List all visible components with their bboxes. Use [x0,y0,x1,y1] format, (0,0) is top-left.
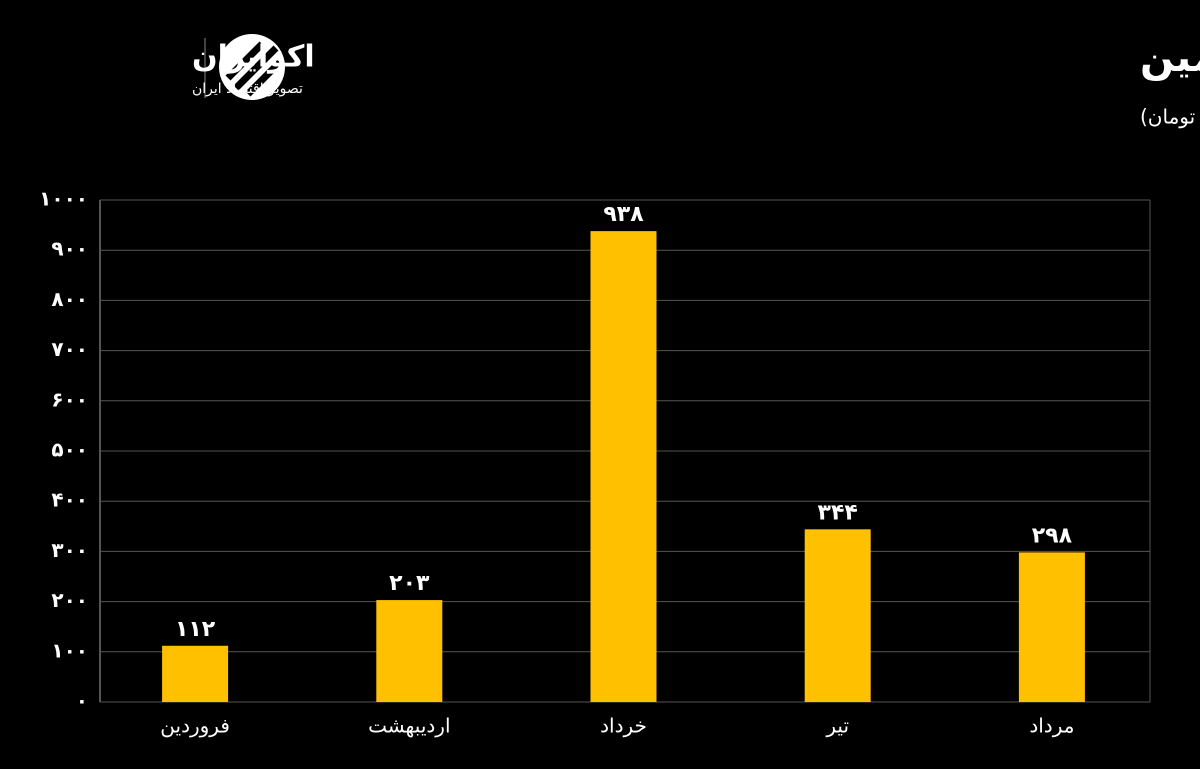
y-tick-label: ۴۰۰ [51,488,88,512]
x-tick-label: تیر [825,714,849,738]
y-tick-label: ۷۰۰ [51,337,88,361]
logo-icon [219,34,285,100]
x-tick-label: خرداد [600,714,647,738]
y-tick-label: ۲۰۰ [51,588,88,612]
chart-subtitle: (واحد: میلیارد تومان) [1140,105,1200,129]
bar [804,529,871,702]
bar [590,231,657,702]
brand-tagline: تصویر اقتصاد ایران [192,81,303,97]
value-label: ۱۱۲ [175,617,216,642]
y-tick-label: ۸۰۰ [51,287,88,311]
bar [376,600,443,702]
bar [1018,552,1085,702]
y-tick-label: ۵۰۰ [51,438,88,462]
y-tick-label: ۹۰۰ [51,237,88,261]
y-tick-label: ۱۰۰۰ [39,187,88,211]
y-tick-label: ۰ [76,689,88,713]
x-tick-label: اردیبهشت [368,714,450,738]
value-label: ۲۰۳ [389,571,430,596]
chart-title: مقدار فروش فاسمین [1140,35,1200,81]
value-label: ۳۴۴ [818,500,858,525]
value-label: ۹۳۸ [603,202,644,227]
brand-name: اکوایران [192,40,315,75]
y-tick-label: ۳۰۰ [51,538,88,562]
y-tick-label: ۶۰۰ [51,387,88,411]
x-tick-label: مرداد [1029,714,1074,738]
bar [162,645,229,702]
value-label: ۲۹۸ [1032,523,1073,548]
x-tick-label: فروردین [160,714,230,738]
y-tick-label: ۱۰۰ [51,638,88,662]
